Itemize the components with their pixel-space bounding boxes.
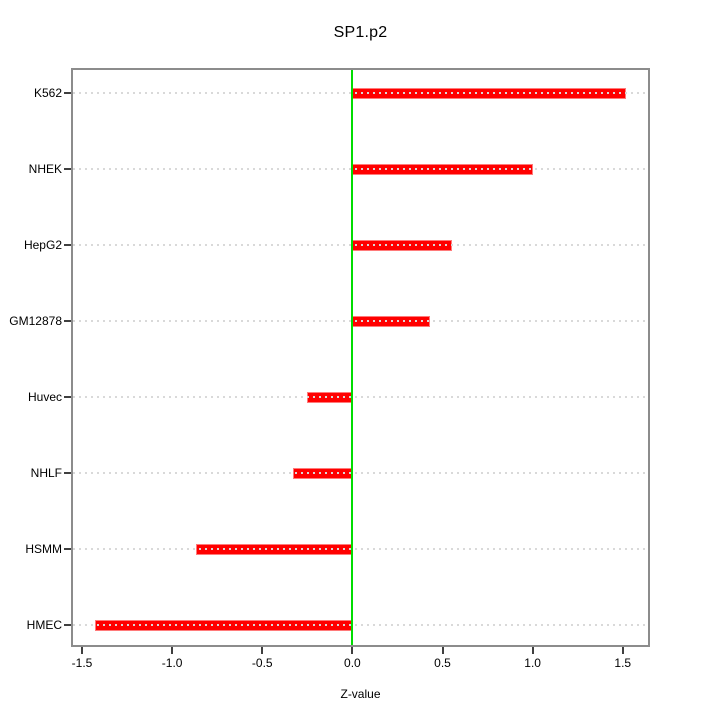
y-axis-label: NHLF <box>30 466 62 480</box>
zero-line <box>351 70 354 645</box>
x-tick-label: -1.0 <box>161 656 183 670</box>
x-tick-label: 0.0 <box>344 656 361 670</box>
x-tick <box>531 647 534 654</box>
y-tick <box>64 92 71 94</box>
gridline <box>73 548 648 550</box>
x-tick-label: 0.5 <box>434 656 451 670</box>
x-tick-label: -0.5 <box>251 656 273 670</box>
gridline <box>73 168 648 170</box>
y-tick <box>64 624 71 626</box>
x-tick <box>351 647 354 654</box>
gridline <box>73 244 648 246</box>
y-tick <box>64 396 71 398</box>
y-axis-label: GM12878 <box>9 314 62 328</box>
y-axis-label: K562 <box>33 86 62 100</box>
chart-title: SP1.p2 <box>333 24 388 41</box>
y-tick <box>64 548 71 550</box>
y-tick <box>64 320 71 322</box>
x-tick <box>261 647 264 654</box>
x-tick-label: -1.5 <box>71 656 93 670</box>
x-tick <box>81 647 83 654</box>
y-tick <box>64 168 71 170</box>
gridline <box>73 472 648 474</box>
gridline <box>73 624 648 626</box>
x-tick <box>621 647 624 654</box>
y-axis-label: Huvec <box>27 390 62 404</box>
y-axis-label: HepG2 <box>23 238 62 252</box>
x-tick-label: 1.0 <box>524 656 541 670</box>
y-tick <box>64 472 71 474</box>
x-axis-title: Z-value <box>340 687 381 701</box>
y-axis-label: HSMM <box>25 542 62 556</box>
gridline <box>73 396 648 398</box>
gridline <box>73 92 648 94</box>
x-tick-label: 1.5 <box>614 656 632 670</box>
y-axis-label: NHEK <box>28 162 62 176</box>
x-tick <box>171 647 174 654</box>
y-tick <box>64 244 71 246</box>
plot-area <box>71 68 650 647</box>
gridline <box>73 320 648 322</box>
x-tick <box>441 647 444 654</box>
y-axis-label: HMEC <box>26 618 62 632</box>
